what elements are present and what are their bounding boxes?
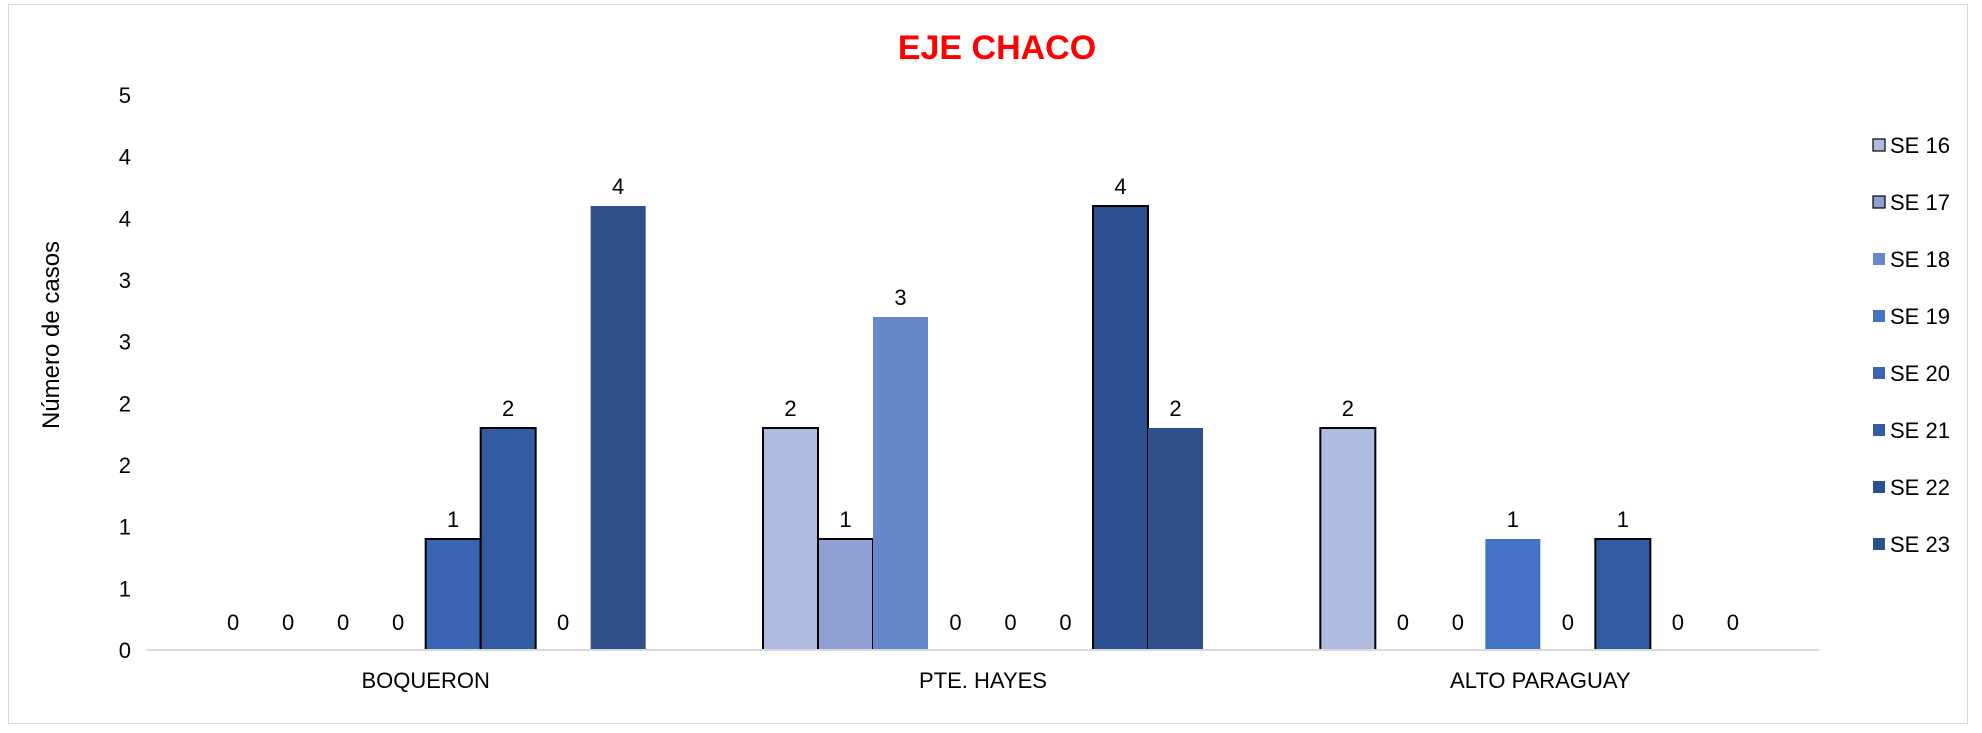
legend-label: SE 18 [1890, 247, 1950, 272]
data-label: 0 [557, 610, 569, 635]
y-tick-label: 3 [119, 330, 131, 355]
y-tick-label: 0 [119, 638, 131, 663]
data-label: 0 [282, 610, 294, 635]
data-label: 1 [447, 507, 459, 532]
bar [479, 427, 537, 651]
bar [1148, 428, 1203, 650]
data-label: 0 [1059, 610, 1071, 635]
legend-label: SE 17 [1890, 190, 1950, 215]
legend-label: SE 19 [1890, 304, 1950, 329]
legend: SE 16 SE 17 SE 18 SE 19 SE 20 SE 21 SE 22 SE 23 [1872, 133, 1950, 557]
category-label: BOQUERON [361, 668, 489, 693]
data-label: 3 [894, 285, 906, 310]
data-label: 0 [1452, 610, 1464, 635]
legend-swatch [1872, 195, 1886, 209]
y-tick-label: 4 [119, 145, 131, 170]
legend-swatch [1873, 481, 1885, 493]
legend-label: SE 20 [1890, 361, 1950, 386]
data-label: 1 [839, 507, 851, 532]
y-axis-label: Número de casos [38, 241, 65, 429]
bar [1485, 539, 1541, 650]
data-label: 2 [502, 396, 514, 421]
data-label: 4 [612, 174, 624, 199]
y-tick-label: 3 [119, 268, 131, 293]
y-tick-label: 4 [119, 206, 131, 231]
y-tick-label: 1 [119, 576, 131, 601]
legend-swatch [1873, 424, 1885, 436]
category-labels: BOQUERON PTE. HAYES ALTO PARAGUAY [361, 668, 1630, 693]
y-tick-label: 2 [119, 453, 131, 478]
bars-group [424, 205, 1652, 651]
y-tick-label: 1 [119, 515, 131, 540]
legend-label: SE 21 [1890, 418, 1950, 443]
bar [817, 538, 874, 651]
chart-title: EJE CHACO [898, 29, 1096, 67]
data-label: 0 [1562, 610, 1574, 635]
legend-label: SE 16 [1890, 133, 1950, 158]
bar [590, 206, 646, 650]
data-label: 2 [1342, 396, 1354, 421]
data-label: 2 [784, 396, 796, 421]
bar [873, 317, 928, 650]
data-label: 1 [1507, 507, 1519, 532]
data-label: 0 [1672, 610, 1684, 635]
data-label: 0 [392, 610, 404, 635]
y-tick-label: 2 [119, 391, 131, 416]
y-tick-labels: 0 1 1 2 2 3 3 4 4 5 [119, 83, 131, 663]
bar [1092, 205, 1149, 651]
data-label: 0 [1004, 610, 1016, 635]
data-label: 0 [337, 610, 349, 635]
legend-swatch [1873, 538, 1885, 550]
data-label: 0 [1727, 610, 1739, 635]
legend-swatch [1873, 367, 1885, 379]
data-labels-group: 0 0 0 0 1 2 0 4 2 1 3 0 0 0 4 2 2 0 0 1 0 1 0 0 [227, 174, 1739, 635]
data-label: 0 [227, 610, 239, 635]
legend-swatch [1873, 253, 1885, 265]
legend-label: SE 23 [1890, 532, 1950, 557]
legend-label: SE 22 [1890, 475, 1950, 500]
data-label: 4 [1114, 174, 1126, 199]
bar [1319, 427, 1377, 651]
category-label: PTE. HAYES [919, 668, 1047, 693]
data-label: 0 [1397, 610, 1409, 635]
data-label: 2 [1169, 396, 1181, 421]
bar [1594, 538, 1652, 651]
legend-swatch [1872, 138, 1886, 152]
y-tick-label: 5 [119, 83, 131, 108]
legend-swatch [1873, 310, 1885, 322]
data-label: 0 [949, 610, 961, 635]
data-label: 1 [1617, 507, 1629, 532]
bar [762, 427, 819, 651]
category-label: ALTO PARAGUAY [1450, 668, 1631, 693]
bar [424, 538, 482, 651]
